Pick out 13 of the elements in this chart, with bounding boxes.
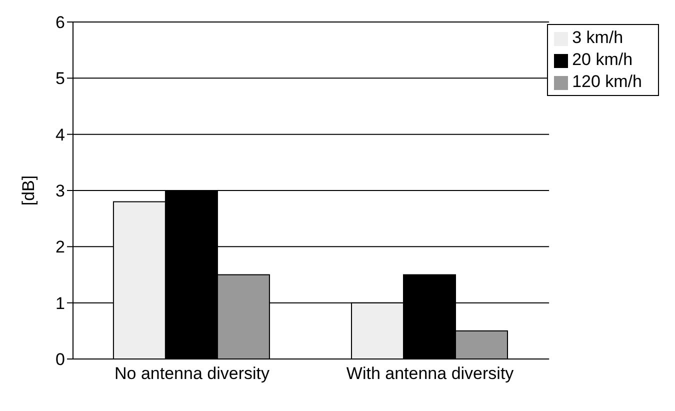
y-tick-label: 4	[56, 125, 65, 144]
y-tick-label: 1	[56, 294, 65, 313]
y-tick-label: 5	[56, 69, 65, 88]
y-tick-label: 6	[56, 13, 65, 32]
x-tick-label: No antenna diversity	[114, 364, 270, 384]
legend-label: 20 km/h	[572, 50, 633, 69]
x-tick-label: With antenna diversity	[346, 364, 514, 384]
y-tick-label: 3	[56, 182, 65, 201]
y-tick-label: 2	[56, 238, 65, 257]
y-tick-label: 0	[56, 350, 65, 370]
legend-label: 3 km/h	[572, 28, 624, 47]
legend-label: 120 km/h	[572, 72, 642, 91]
y-axis-title: [dB]	[19, 175, 38, 206]
